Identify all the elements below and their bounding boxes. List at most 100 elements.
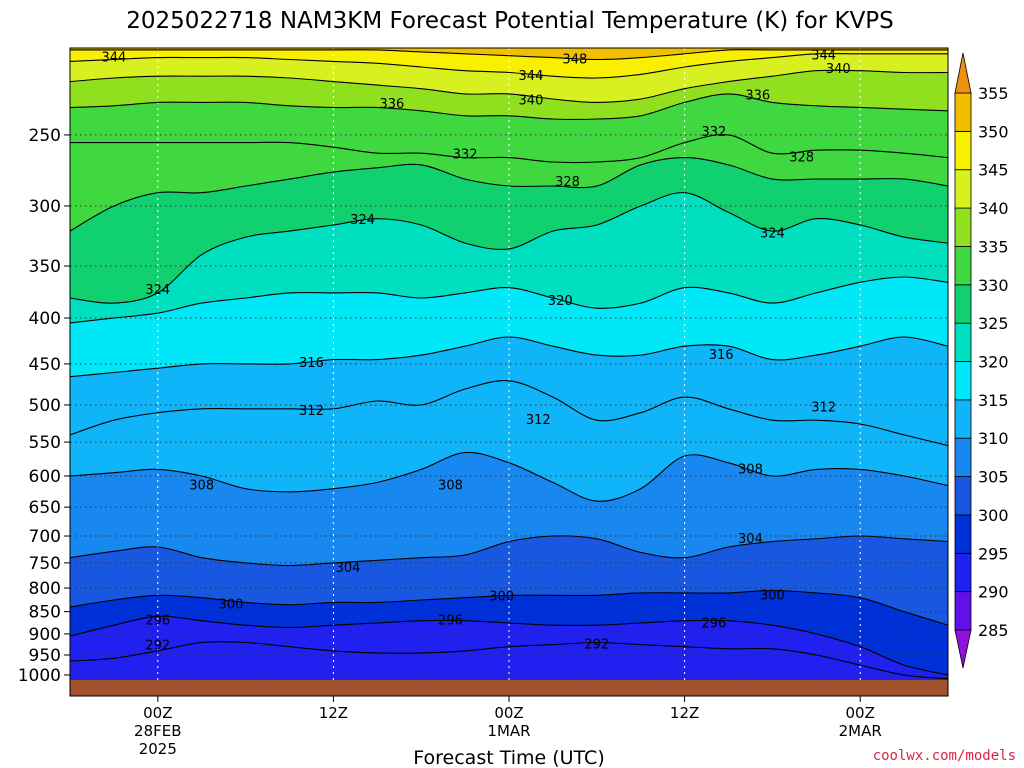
theta-fill-layer [70,48,948,680]
grid-layer [70,48,948,680]
colorbar: 285 290 295 300 305 310 315 320 325 330 335 340 345 3… [954,52,1009,669]
contour-label: 324 [350,213,375,228]
colorbar-tick-label: 285 [978,621,1009,640]
contour-label: 344 [519,69,544,84]
ground-bar [70,680,948,696]
x-tick-label: 00Z [846,704,875,722]
contour-label: 300 [760,588,785,603]
contour-label: 332 [453,148,478,163]
contour-label: 336 [380,97,405,112]
contour-label: 308 [438,479,463,494]
contour-label: 340 [826,62,851,77]
y-axis: 2503003504004505005506006507007508008509… [18,126,70,686]
colorbar-tick-label: 335 [978,237,1009,256]
x-tick-label: 12Z [319,704,348,722]
colorbar-tick-label: 330 [978,276,1009,295]
contour-label: 296 [438,614,463,629]
colorbar-tick-label: 355 [978,84,1009,103]
contour-label: 324 [145,283,170,298]
colorbar-tick-label: 320 [978,353,1009,372]
isentrope-line [70,52,948,79]
y-tick-label: 750 [29,554,61,574]
contour-label: 328 [789,151,814,166]
contour-label: 308 [738,462,763,477]
colorbar-segment [954,552,972,593]
contour-label: 328 [555,175,580,190]
isentrope-line [70,451,948,502]
y-tick-label: 550 [29,433,61,453]
colorbar-segment [954,361,972,401]
y-tick-label: 1000 [18,666,61,686]
colorbar-segment [954,437,972,477]
colorbar-segment [954,399,972,439]
contour-label: 296 [701,616,726,631]
y-tick-label: 250 [29,126,61,146]
colorbar-tick-label: 310 [978,429,1009,448]
colorbar-tick-label: 305 [978,468,1009,487]
isentrope-line [70,192,948,304]
y-tick-label: 800 [29,579,61,599]
colorbar-segment [954,207,972,247]
isentrope-line [70,69,948,103]
y-tick-label: 700 [29,527,61,547]
contour-label: 316 [299,356,324,371]
contour-label: 312 [811,400,836,415]
isentrope-line [70,589,948,626]
contour-label: 344 [811,49,836,64]
contour-label: 296 [145,614,170,629]
y-tick-label: 300 [29,197,61,217]
y-tick-label: 850 [29,603,61,623]
colorbar-tick-label: 290 [978,583,1009,602]
y-tick-label: 350 [29,257,61,277]
isentrope-line [70,380,948,447]
isentrope-line [70,93,948,120]
colorbar-segment [954,322,972,362]
colorbar-tick-label: 340 [978,199,1009,218]
isentrope-layer [70,49,948,680]
isentrope-line [70,157,948,232]
isentrope-line [70,134,948,164]
contour-label: 348 [562,53,587,68]
colorbar-segment [954,246,972,286]
colorbar-high-arrow [954,52,972,94]
credit-text: coolwx.com/models [873,748,1016,764]
colorbar-segment [954,169,972,209]
contour-label: 300 [489,590,514,605]
colorbar-tick-label: 325 [978,314,1009,333]
colorbar-segment [954,476,972,516]
contour-label: 320 [548,294,573,309]
x-tick-label: 00Z [143,704,172,722]
x-tick-label: 2MAR [839,722,882,740]
chart-title: 2025022718 NAM3KM Forecast Potential Tem… [126,8,894,34]
contour-label: 300 [219,598,244,613]
contour-label: 316 [709,348,734,363]
contour-label: 324 [760,227,785,242]
colorbar-tick-label: 350 [978,122,1009,141]
x-tick-label: 12Z [670,704,699,722]
x-axis-label: Forecast Time (UTC) [413,747,604,768]
y-tick-label: 450 [29,355,61,375]
contour-label: 312 [299,404,324,419]
isentrope-line [70,615,948,676]
y-tick-label: 500 [29,396,61,416]
contour-label: 336 [745,89,770,104]
x-tick-label: 2025 [139,740,177,758]
isentrope-line [70,276,948,324]
y-tick-label: 900 [29,625,61,645]
colorbar-tick-label: 315 [978,391,1009,410]
contour-label: 292 [145,638,170,653]
colorbar-low-arrow [954,629,972,669]
colorbar-segment [954,130,972,171]
isentrope-line [70,336,948,378]
x-tick-label: 00Z [494,704,523,722]
contour-label: 304 [738,532,763,547]
colorbar-tick-label: 345 [978,161,1009,180]
y-tick-label: 400 [29,309,61,329]
contour-label: 332 [701,125,726,140]
contour-label: 344 [101,51,126,66]
x-tick-label: 28FEB [134,722,181,740]
y-tick-label: 950 [29,646,61,666]
